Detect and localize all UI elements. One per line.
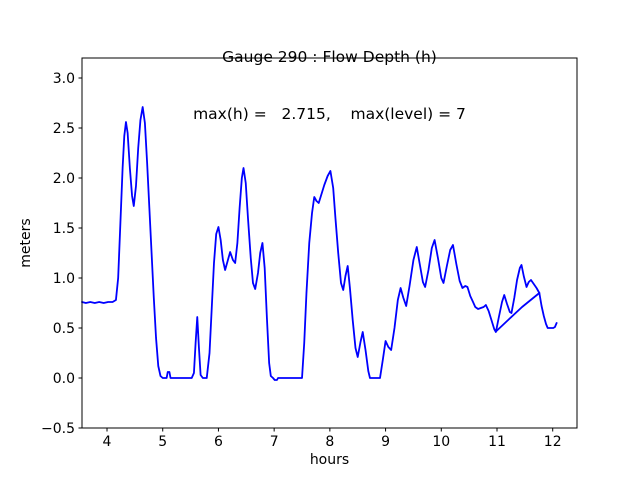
x-tick-label: 6	[214, 434, 223, 450]
x-axis-label: hours	[309, 452, 350, 468]
y-tick-label: 1.5	[53, 221, 75, 237]
x-tick-label: 11	[488, 434, 506, 450]
y-tick-label: 1.0	[53, 271, 75, 287]
chart-subtitle: max(h) = 2.715, max(level) = 7	[193, 105, 466, 123]
x-tick-label: 4	[103, 434, 112, 450]
x-tick-label: 8	[325, 434, 334, 450]
x-tick-label: 5	[158, 434, 167, 450]
x-tick-label: 9	[381, 434, 390, 450]
x-tick-label: 10	[432, 434, 450, 450]
y-axis-label: meters	[18, 218, 34, 268]
y-tick-label: 2.0	[53, 171, 75, 187]
x-tick-label: 7	[270, 434, 279, 450]
chart-title: Gauge 290 : Flow Depth (h)	[222, 48, 437, 66]
y-tick-label: 3.0	[53, 71, 75, 87]
flow-depth-h-overlap-segment	[495, 292, 541, 332]
y-tick-label: −0.5	[41, 421, 75, 437]
y-tick-label: 2.5	[53, 121, 75, 137]
axes-frame	[81, 57, 578, 429]
flow-depth-h	[81, 106, 558, 381]
title-block: Gauge 290 : Flow Depth (h) max(h) = 2.71…	[82, 10, 577, 162]
y-tick-label: 0.0	[53, 371, 75, 387]
y-tick-label: 0.5	[53, 321, 75, 337]
x-tick-label: 12	[544, 434, 562, 450]
